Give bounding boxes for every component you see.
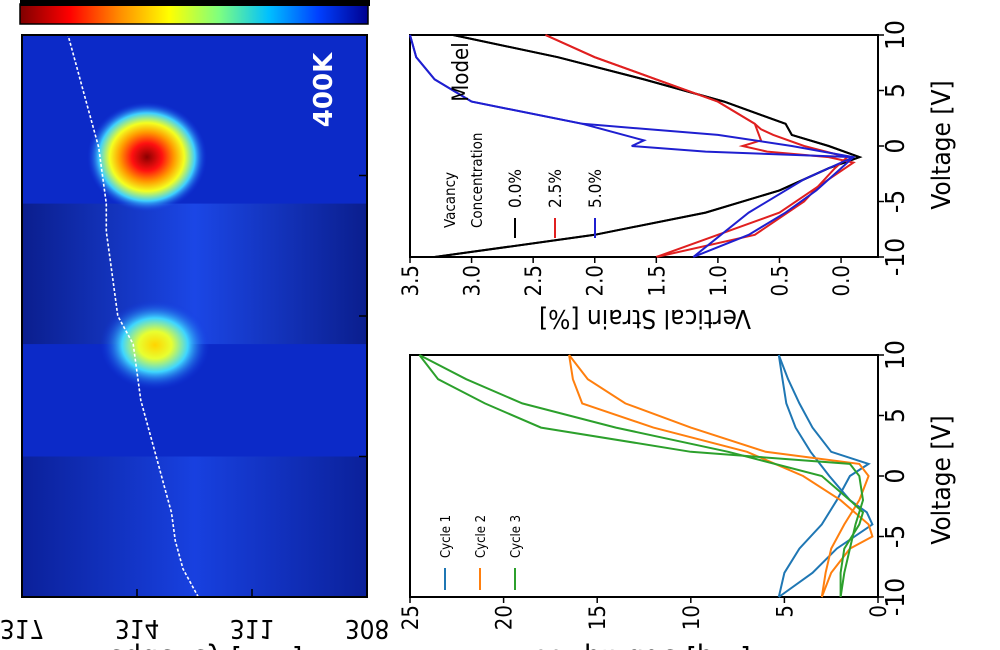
- model-legend-title-1: Vacancy: [441, 172, 459, 228]
- value-tick-label: 0.0: [830, 265, 855, 296]
- model-panel: -10 -5 0 5 10 0.0 0.5 1.0 1.5 2.0 2.5 3.0 3.5 Volta…: [399, 20, 957, 333]
- series-2-down-line: [568, 354, 874, 598]
- amplitude-legend-label: Cycle 3: [509, 515, 524, 558]
- model-legend-label: 2.5%: [546, 169, 566, 208]
- series-1-down-line: [777, 354, 874, 598]
- heatmap-bands: [22, 203, 367, 597]
- value-tick-label: 25: [399, 605, 424, 630]
- value-tick-label: 3.0: [461, 265, 486, 296]
- amplitude-legend: Cycle 1 Cycle 2 Cycle 3: [439, 515, 524, 590]
- amplitude-x-ticks: -10 -5 0 5 10: [878, 340, 911, 616]
- amplitude-ylabel: Amplitude [pm]: [539, 642, 750, 650]
- amplitude-xlabel: Voltage [V]: [927, 415, 957, 544]
- heatmap-tick-label: 317: [0, 613, 44, 643]
- series-1-up-line: [777, 354, 871, 598]
- value-tick-label: 15: [586, 605, 611, 630]
- amplitude-panel: -10 -5 0 5 10 0 5 10 15 20 25 Voltage [V] Amplitu…: [399, 340, 957, 650]
- value-tick-label: 3.5: [399, 265, 424, 296]
- amplitude-plot-area: [409, 354, 879, 598]
- voltage-tick-label: 0: [881, 469, 911, 484]
- voltage-tick-label: -10: [881, 578, 911, 616]
- amplitude-legend-label: Cycle 1: [439, 515, 454, 558]
- model-legend-title-2: Concentration: [468, 133, 486, 228]
- value-tick-label: 10: [680, 605, 705, 630]
- heatmap-tick-label: 311: [230, 613, 275, 643]
- value-tick-label: 1.5: [645, 265, 670, 296]
- series-2-up-line: [568, 354, 870, 598]
- model-legend-items: 0.0% 2.5% 5.0%: [506, 169, 606, 238]
- voltage-tick-label: 10: [881, 20, 911, 50]
- amplitude-legend-label: Cycle 2: [474, 515, 489, 558]
- voltage-tick-label: 0: [881, 139, 911, 154]
- colorbar-caption-fragment: [20, 0, 370, 6]
- voltage-tick-label: 5: [881, 408, 911, 423]
- value-tick-label: 0: [867, 605, 892, 618]
- heatmap-panel: 400K 317 314 311 308 Frequency [kHz]: [0, 34, 390, 650]
- value-tick-label: 1.0: [707, 265, 732, 296]
- series-1-down-line: [434, 34, 863, 258]
- model-y-ticks: 0.0 0.5 1.0 1.5 2.0 2.5 3.0 3.5: [399, 257, 855, 296]
- heatmap-annotation: 400K: [309, 52, 339, 127]
- value-tick-label: 2.5: [522, 265, 547, 296]
- value-tick-label: 5: [773, 605, 798, 618]
- model-legend-label: 0.0%: [506, 169, 526, 208]
- voltage-tick-label: -5: [881, 525, 911, 548]
- heatmap-ylabel: Frequency [kHz]: [84, 642, 303, 650]
- heatmap-tick-label: 308: [345, 613, 390, 643]
- value-tick-label: 20: [493, 605, 518, 630]
- model-ylabel: Vertical Strain [%]: [539, 303, 751, 333]
- heatmap-band-2: [22, 456, 367, 597]
- heatmap-y-ticks: 317 314 311 308: [0, 174, 390, 643]
- colorbar: [19, 0, 370, 25]
- voltage-tick-label: 5: [881, 83, 911, 98]
- voltage-tick-label: 10: [881, 340, 911, 370]
- amplitude-y-ticks: 0 5 10 15 20 25: [399, 597, 892, 630]
- heatmap-tick-label: 314: [115, 613, 160, 643]
- heatmap-hotspot-secondary: [100, 300, 210, 390]
- colorbar-scale: [19, 3, 369, 25]
- voltage-tick-label: -5: [881, 190, 911, 213]
- value-tick-label: 2.0: [584, 265, 609, 296]
- series-3-up-line: [418, 354, 865, 598]
- model-legend: Vacancy Concentration 0.0% 2.5% 5.0%: [441, 133, 606, 238]
- model-curves: [409, 34, 863, 258]
- voltage-tick-label: -10: [881, 238, 911, 276]
- model-legend-label: 5.0%: [586, 169, 606, 208]
- model-x-ticks: -10 -5 0 5 10: [878, 20, 911, 276]
- heatmap-hotspot-main: [87, 102, 207, 212]
- series-3-down-line: [409, 34, 854, 258]
- model-xlabel: Voltage [V]: [927, 80, 957, 209]
- model-annotation: Model: [449, 42, 474, 101]
- amplitude-curves: [418, 354, 874, 598]
- series-3-down-line: [418, 354, 865, 597]
- value-tick-label: 0.5: [768, 265, 793, 296]
